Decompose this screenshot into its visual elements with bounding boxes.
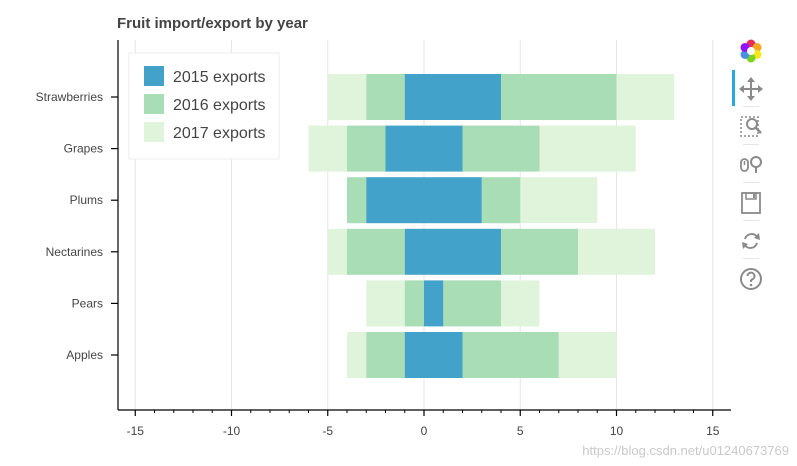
bar-strawberries-2015-exports [404, 74, 501, 120]
bar-plums-2015-exports [366, 177, 482, 224]
help-icon[interactable] [736, 266, 766, 292]
active-tool-indicator [732, 70, 735, 106]
legend-swatch [144, 122, 164, 142]
bokeh-logo-icon[interactable] [736, 38, 766, 64]
legend-swatch [144, 66, 164, 86]
bar-strawberries-2016-exports [501, 74, 617, 120]
bars [308, 74, 675, 378]
toolbar [732, 34, 772, 304]
watermark: https://blog.csdn.net/u012406737​69 [582, 443, 789, 458]
bar-grapes-2016-exports [347, 125, 386, 172]
y-tick-label: Strawberries [36, 90, 103, 104]
bar-nectarines-2017-exports [327, 228, 347, 275]
bar-pears-2017-exports [366, 280, 405, 327]
bar-pears-2016-exports [404, 280, 424, 327]
y-tick-label: Nectarines [46, 245, 103, 259]
y-tick-label: Pears [72, 296, 103, 310]
toolbar-separator [743, 182, 759, 183]
x-tick-label: 0 [421, 424, 428, 438]
bar-nectarines-2016-exports [347, 228, 405, 275]
bar-plums-2017-exports [520, 177, 598, 224]
toolbar-separator [743, 106, 759, 107]
bar-strawberries-2016-exports [366, 74, 405, 120]
bar-strawberries-2017-exports [327, 74, 367, 120]
bar-grapes-2016-exports [462, 125, 540, 172]
bar-apples-2015-exports [404, 332, 463, 378]
bar-grapes-2017-exports [308, 125, 347, 172]
bar-pears-2017-exports [501, 280, 540, 327]
x-tick-label: -5 [322, 424, 333, 438]
legend: 2015 exports 2016 exports 2017 exports [128, 52, 280, 160]
bar-plums-2016-exports [347, 177, 367, 224]
bar-pears-2015-exports [424, 280, 444, 327]
bar-nectarines-2015-exports [404, 228, 501, 275]
y-tick-label: Plums [70, 193, 103, 207]
bar-apples-2017-exports [558, 332, 617, 378]
bar-plums-2016-exports [481, 177, 521, 224]
bar-nectarines-2016-exports [501, 228, 578, 275]
legend-label: 2016 exports [173, 97, 266, 114]
toolbar-separator [743, 258, 759, 259]
x-tick-label: 10 [610, 424, 624, 438]
x-tick-label: 15 [706, 424, 720, 438]
legend-swatch [144, 94, 164, 114]
chart-title: Fruit import/export by year [117, 15, 308, 32]
x-tick-label: 5 [517, 424, 524, 438]
save-icon[interactable] [736, 190, 766, 216]
bar-apples-2017-exports [347, 332, 367, 378]
wheel-zoom-icon[interactable] [736, 152, 766, 178]
bar-grapes-2017-exports [539, 125, 636, 172]
bar-nectarines-2017-exports [578, 228, 655, 275]
bar-grapes-2015-exports [385, 125, 463, 172]
y-tick-label: Grapes [64, 142, 103, 156]
reset-icon[interactable] [736, 228, 766, 254]
pan-icon[interactable] [736, 76, 766, 102]
x-tick-label: -15 [127, 424, 145, 438]
legend-label: 2015 exports [173, 69, 266, 86]
axes: Apples Pears Nectarines Plums Grapes Strawber… [36, 40, 731, 438]
toolbar-separator [743, 144, 759, 145]
bar-apples-2016-exports [462, 332, 559, 378]
bar-pears-2016-exports [443, 280, 501, 327]
y-tick-label: Apples [66, 348, 103, 362]
bar-apples-2016-exports [366, 332, 405, 378]
box-zoom-icon[interactable] [736, 114, 766, 140]
legend-label: 2017 exports [173, 125, 266, 142]
x-tick-label: -10 [223, 424, 241, 438]
bar-strawberries-2017-exports [616, 74, 675, 120]
toolbar-separator [743, 220, 759, 221]
